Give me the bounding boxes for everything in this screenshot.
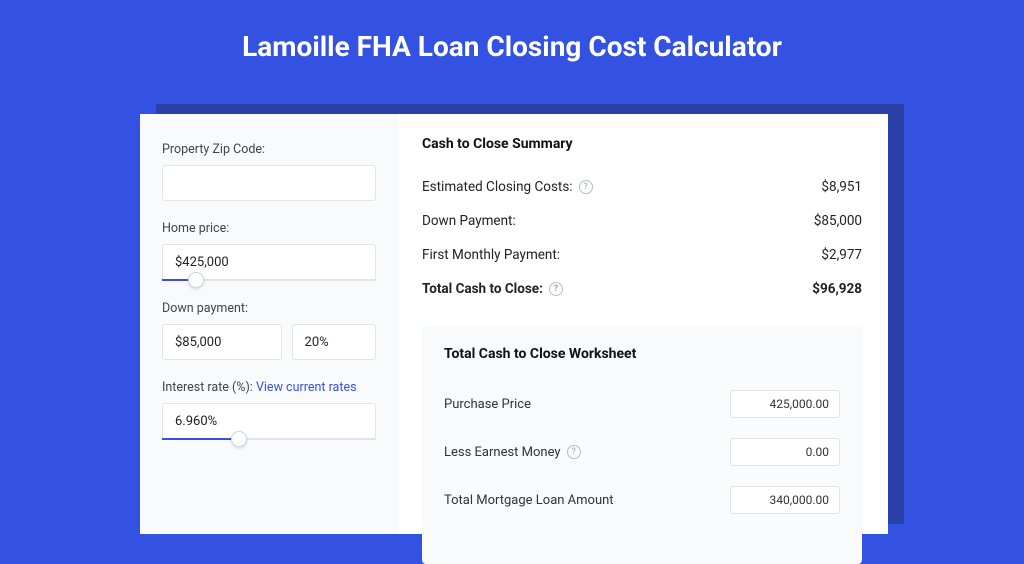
interest-label: Interest rate (%): View current rates [162,380,376,395]
worksheet-row-label: Less Earnest Money? [444,445,581,460]
summary-row-value: $2,977 [821,247,862,263]
worksheet-row: Total Mortgage Loan Amount 340,000.00 [444,476,840,524]
field-down-payment: Down payment: $85,000 20% [162,301,376,360]
worksheet-row-input[interactable]: 425,000.00 [730,390,840,418]
home-price-slider-thumb[interactable] [188,272,204,288]
summary-row-label-text: Estimated Closing Costs: [422,179,573,195]
summary-row-value: $8,951 [821,179,862,195]
help-icon[interactable]: ? [579,180,593,194]
down-payment-pct-input[interactable]: 20% [292,324,376,360]
summary-row-label: Estimated Closing Costs:? [422,179,593,195]
summary-row-label: Total Cash to Close:? [422,281,563,297]
field-interest: Interest rate (%): View current rates 6.… [162,380,376,440]
summary-row-label-text: First Monthly Payment: [422,247,560,263]
help-icon[interactable]: ? [549,282,563,296]
worksheet-row-input[interactable]: 0.00 [730,438,840,466]
field-home-price: Home price: $425,000 [162,221,376,281]
field-zip: Property Zip Code: [162,142,376,201]
interest-slider-thumb[interactable] [231,431,247,447]
zip-label: Property Zip Code: [162,142,376,157]
down-payment-label: Down payment: [162,301,376,316]
home-price-label: Home price: [162,221,376,236]
interest-input[interactable]: 6.960% [162,403,376,439]
home-price-slider[interactable] [162,279,376,281]
worksheet-title: Total Cash to Close Worksheet [444,346,840,362]
interest-label-text: Interest rate (%): [162,380,256,395]
worksheet-row-label: Total Mortgage Loan Amount [444,493,614,508]
summary-row-label: Down Payment: [422,213,516,229]
summary-row-label-text: Total Cash to Close: [422,281,543,297]
worksheet-row-label-text: Total Mortgage Loan Amount [444,493,614,508]
worksheet-row-label-text: Purchase Price [444,397,531,412]
summary-row: First Monthly Payment: $2,977 [422,238,862,272]
summary-title: Cash to Close Summary [422,136,862,152]
interest-slider[interactable] [162,438,376,440]
sidebar: Property Zip Code: Home price: $425,000 … [140,114,398,534]
worksheet-row-input[interactable]: 340,000.00 [730,486,840,514]
help-icon[interactable]: ? [567,445,581,459]
summary-row: Down Payment: $85,000 [422,204,862,238]
main-panel: Cash to Close Summary Estimated Closing … [398,114,888,534]
down-payment-input[interactable]: $85,000 [162,324,282,360]
interest-slider-fill [162,438,239,440]
current-rates-link[interactable]: View current rates [256,380,357,395]
worksheet-list: Purchase Price 425,000.00 Less Earnest Mon… [444,380,840,524]
calculator-card: Property Zip Code: Home price: $425,000 … [140,114,888,534]
summary-row-value: $96,928 [812,281,862,297]
worksheet-row: Purchase Price 425,000.00 [444,380,840,428]
worksheet-row: Less Earnest Money? 0.00 [444,428,840,476]
worksheet-row-label-text: Less Earnest Money [444,445,561,460]
summary-row-label-text: Down Payment: [422,213,516,229]
page-title: Lamoille FHA Loan Closing Cost Calculato… [0,0,1024,85]
summary-row-value: $85,000 [814,213,862,229]
worksheet-panel: Total Cash to Close Worksheet Purchase P… [422,326,862,564]
summary-list: Estimated Closing Costs:? $8,951 Down Paym… [422,170,862,306]
summary-row-label: First Monthly Payment: [422,247,560,263]
worksheet-row-label: Purchase Price [444,397,531,412]
summary-row: Estimated Closing Costs:? $8,951 [422,170,862,204]
zip-input[interactable] [162,165,376,201]
summary-row: Total Cash to Close:? $96,928 [422,272,862,306]
